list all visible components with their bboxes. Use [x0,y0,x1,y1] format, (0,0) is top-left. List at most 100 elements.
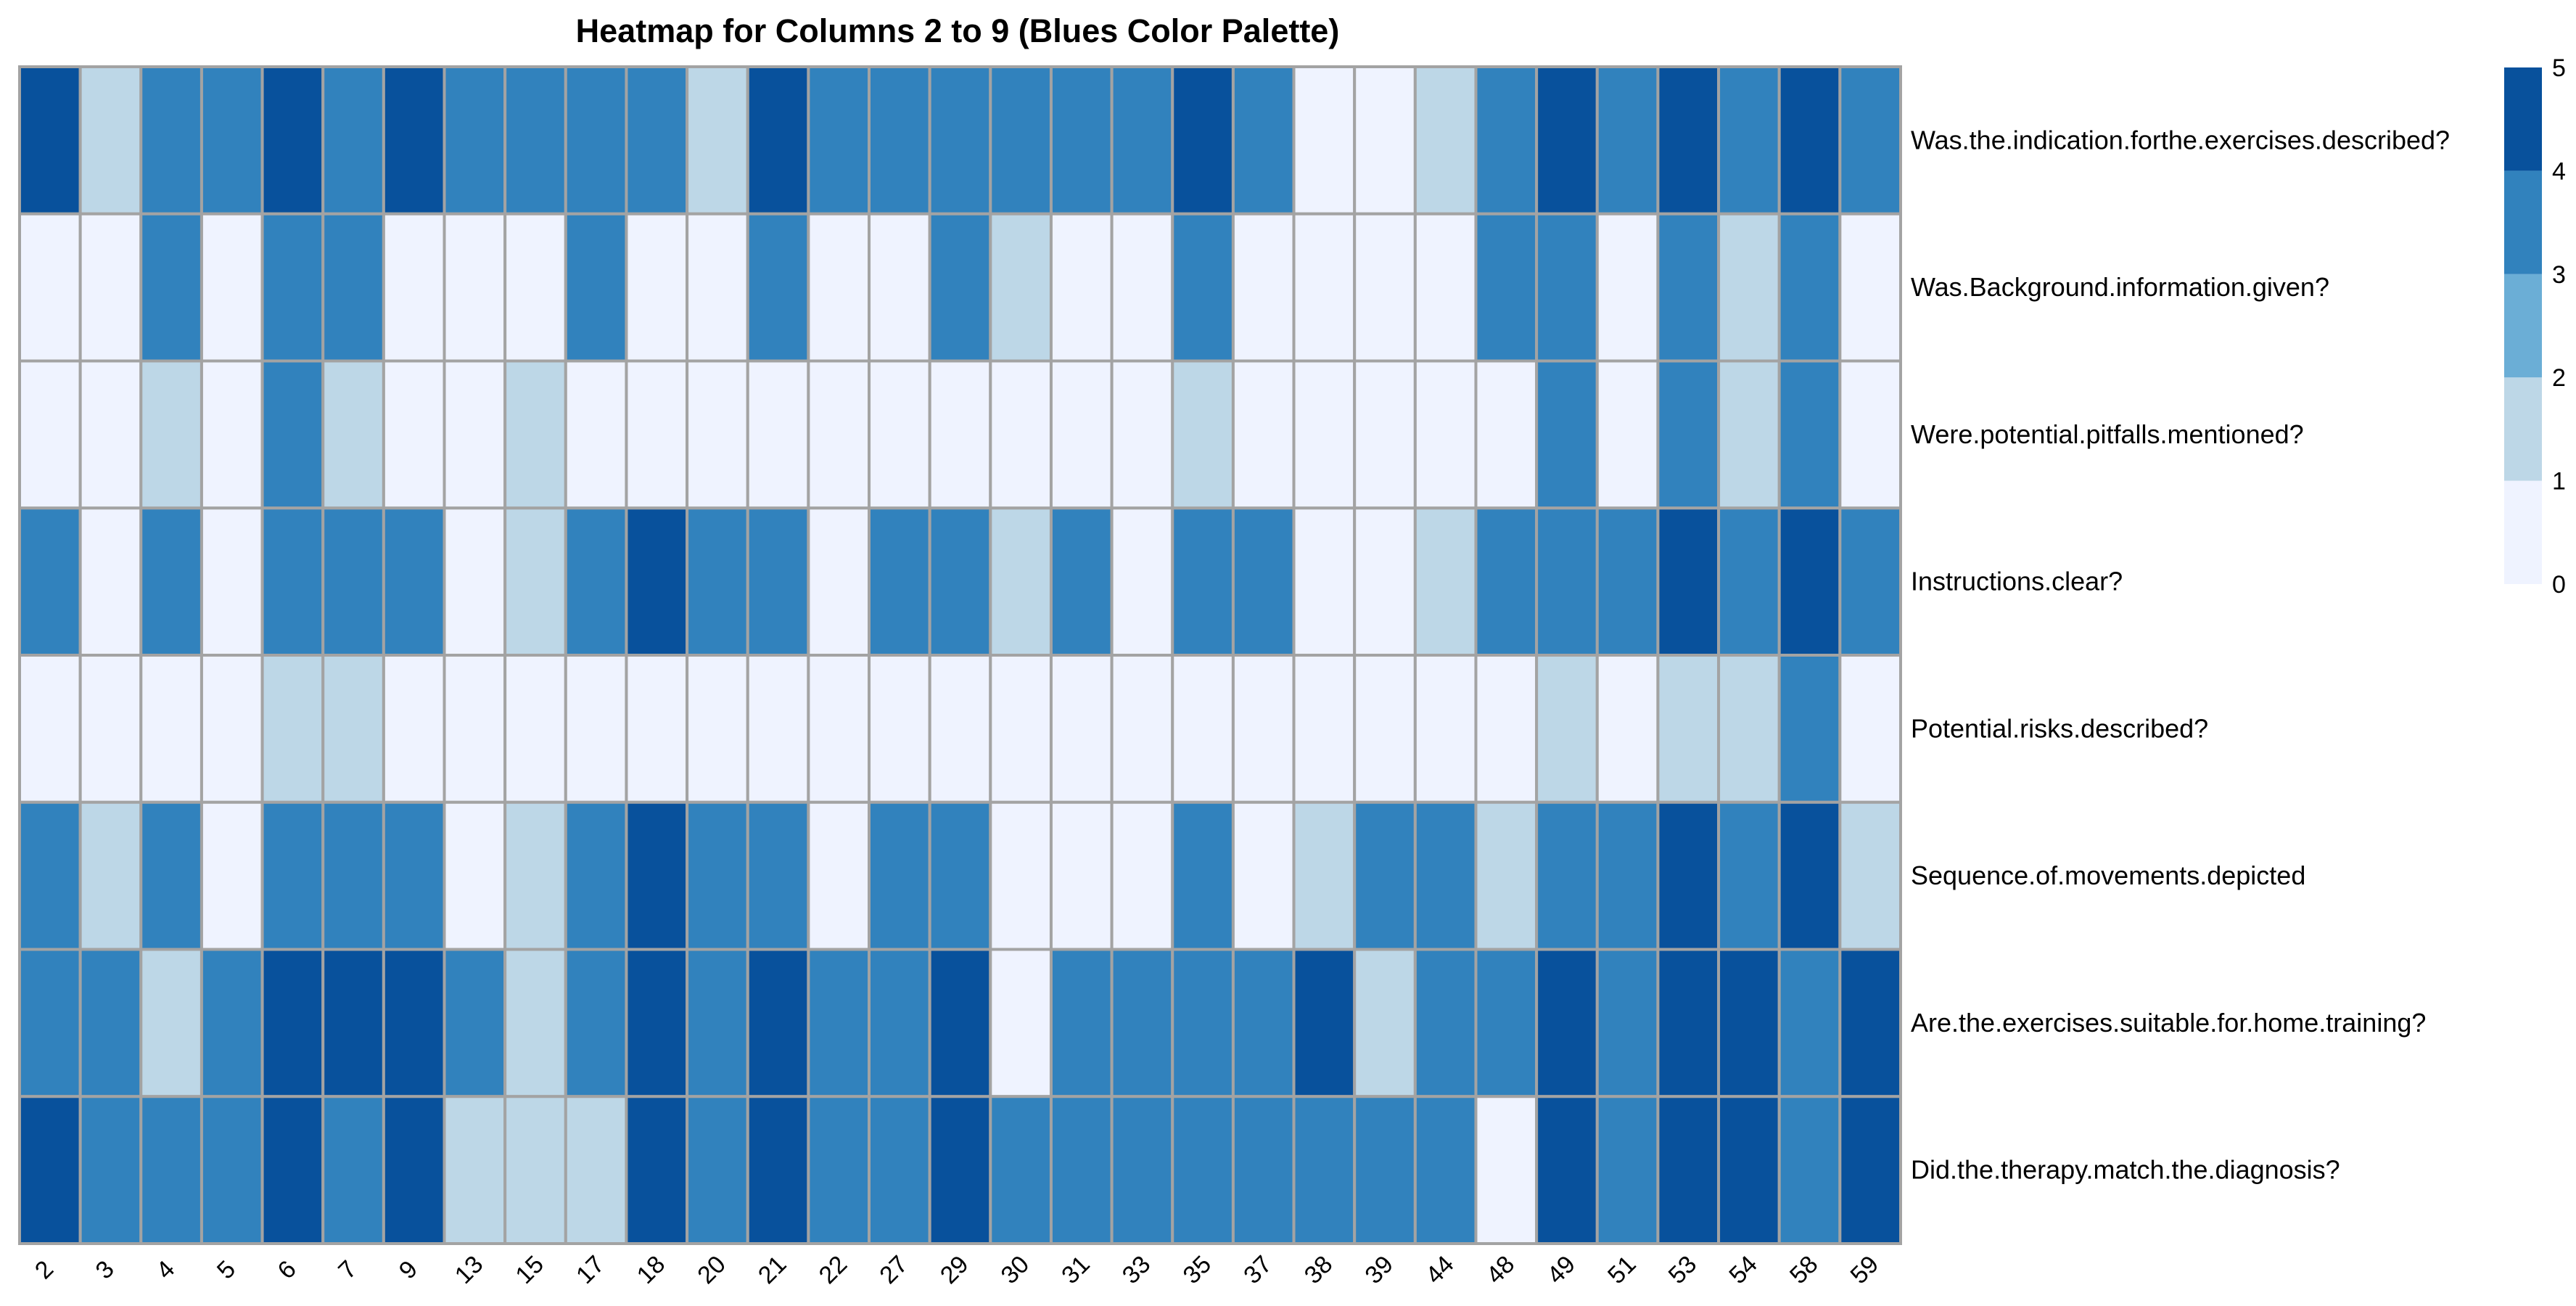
heatmap-cell [1292,212,1357,363]
heatmap-cell [1535,654,1599,804]
heatmap-cell [139,359,203,510]
heatmap-cell [139,212,203,363]
heatmap-cell [564,948,628,1098]
heatmap-cell [443,948,507,1098]
heatmap-cell [746,65,810,215]
color-legend: 0 1 2 3 4 5 [2504,54,2566,599]
heatmap-cell [807,359,871,510]
heatmap-cell [1838,212,1902,363]
heatmap-cell [503,359,567,510]
heatmap-cell [1838,800,1902,951]
heatmap-cell [807,212,871,363]
heatmap-cell [564,654,628,804]
heatmap-cell [686,506,749,657]
heatmap-cell [382,800,446,951]
heatmap-cell [1231,506,1296,657]
heatmap-cell [1353,212,1417,363]
column-label: 9 [394,1255,423,1284]
column-label: 30 [996,1250,1035,1289]
heatmap-cell [139,654,203,804]
row-label: Potential.risks.described? [1911,713,2208,743]
heatmap-cell [1838,948,1902,1098]
heatmap-cell [443,654,507,804]
heatmap-cell [868,654,931,804]
legend-color-band [2504,67,2542,171]
heatmap-cell [78,212,143,363]
heatmap-cell [746,212,810,363]
heatmap-cell [139,506,203,657]
heatmap-cell [1717,212,1781,363]
heatmap-cell [1353,654,1417,804]
heatmap-cell [18,1095,82,1245]
heatmap-cell [868,1095,931,1245]
heatmap-cell [1838,1095,1902,1245]
heatmap-cell [1595,800,1660,951]
heatmap-cell [1535,65,1599,215]
heatmap-cell [443,212,507,363]
heatmap-cell [1474,800,1539,951]
heatmap-cell [1535,359,1599,510]
heatmap-cell [1049,1095,1114,1245]
heatmap-cell [199,800,264,951]
heatmap-cell [1656,506,1721,657]
heatmap-cell [1777,1095,1842,1245]
heatmap-cell [1231,212,1296,363]
heatmap-cell [503,506,567,657]
heatmap-cell [1413,359,1478,510]
heatmap-cell [1535,800,1599,951]
heatmap-cell [989,948,1053,1098]
heatmap-cell [18,948,82,1098]
heatmap-cell [260,800,325,951]
heatmap-cell [1777,506,1842,657]
heatmap-cell [868,65,931,215]
heatmap-cell [1049,212,1114,363]
heatmap-cell [199,506,264,657]
heatmap-cell [1110,212,1174,363]
heatmap-cell [564,506,628,657]
heatmap-cell [443,1095,507,1245]
column-label: 17 [571,1250,610,1289]
column-label: 49 [1542,1250,1581,1289]
heatmap-cell [1777,212,1842,363]
heatmap-cell [1595,65,1660,215]
column-label: 38 [1299,1250,1338,1289]
heatmap-cell [139,1095,203,1245]
heatmap-cell [686,800,749,951]
heatmap-cell [1656,654,1721,804]
heatmap-cell [1474,1095,1539,1245]
heatmap-cell [1838,65,1902,215]
heatmap-cell [1474,506,1539,657]
heatmap-cell [1413,654,1478,804]
heatmap-cell [1535,212,1599,363]
heatmap-cell [928,800,992,951]
heatmap-cell [260,65,325,215]
heatmap-cell [1474,654,1539,804]
heatmap-cell [1353,506,1417,657]
column-label: 33 [1117,1250,1156,1289]
heatmap-cell [1413,212,1478,363]
heatmap-cell [503,654,567,804]
heatmap-cell [868,359,931,510]
heatmap-cell [321,654,385,804]
heatmap-cell [989,212,1053,363]
heatmap-cell [18,800,82,951]
heatmap-cell [382,65,446,215]
heatmap-cell [625,506,689,657]
heatmap-cell [1535,506,1599,657]
heatmap-cell [1110,654,1174,804]
heatmap-cell [1231,948,1296,1098]
heatmap-cell [1656,65,1721,215]
heatmap-cell [443,800,507,951]
column-label: 7 [333,1255,362,1284]
heatmap-cell [1717,506,1781,657]
heatmap-cell [564,359,628,510]
heatmap-cell [1171,359,1235,510]
heatmap-cell [1717,1095,1781,1245]
heatmap-cell [18,65,82,215]
heatmap-cell [686,654,749,804]
heatmap-cell [321,948,385,1098]
heatmap-cell [1292,506,1357,657]
heatmap-cell [1171,654,1235,804]
heatmap-cell [443,506,507,657]
heatmap-cell [1171,948,1235,1098]
